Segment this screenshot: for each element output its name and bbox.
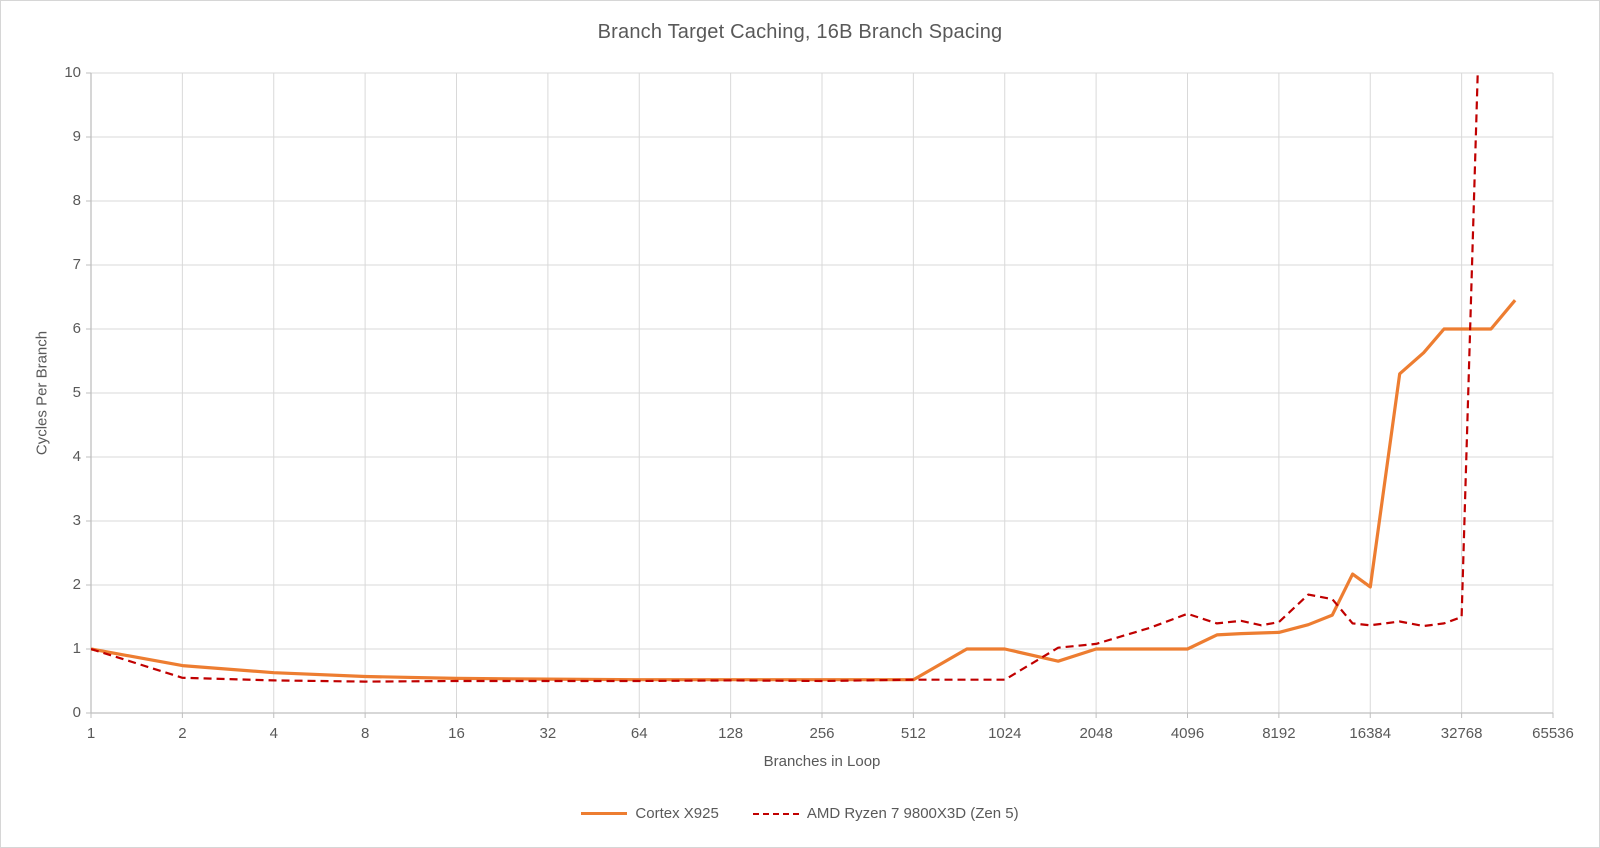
y-tick-label: 10 — [64, 64, 81, 81]
x-tick-label: 1 — [86, 725, 96, 742]
y-axis-title: Cycles Per Branch — [33, 330, 51, 456]
x-tick-label: 16384 — [1349, 725, 1392, 742]
y-tick-label: 9 — [72, 128, 81, 145]
chart-title: Branch Target Caching, 16B Branch Spacin… — [597, 21, 1003, 43]
x-tick-label: 2 — [178, 725, 187, 742]
x-tick-label: 8 — [360, 725, 370, 742]
legend-dashed-line-swatch — [752, 812, 799, 815]
x-tick-label: 2048 — [1079, 725, 1113, 742]
legend-solid-line-swatch — [581, 812, 628, 815]
x-tick-label: 128 — [718, 725, 744, 742]
x-axis-title: Branches in Loop — [763, 753, 881, 770]
y-tick-label: 4 — [72, 448, 81, 465]
legend-item-cortex-x925: Cortex X925 — [581, 805, 719, 822]
x-tick-label: 4096 — [1170, 725, 1205, 742]
x-tick-label: 65536 — [1532, 725, 1574, 742]
legend-item-amd-ryzen-9800x3d: AMD Ryzen 7 9800X3D (Zen 5) — [752, 805, 1019, 822]
x-tick-label: 16 — [448, 725, 465, 742]
y-tick-label: 1 — [72, 640, 81, 657]
legend-label: AMD Ryzen 7 9800X3D (Zen 5) — [806, 805, 1019, 822]
x-tick-label: 8192 — [1262, 725, 1296, 742]
x-tick-label: 32768 — [1440, 725, 1483, 742]
y-tick-label: 7 — [72, 256, 81, 273]
y-tick-label: 5 — [72, 384, 81, 401]
legend: Cortex X925 AMD Ryzen 7 9800X3D (Zen 5) — [1, 805, 1599, 822]
y-tick-label: 8 — [72, 192, 81, 209]
x-tick-label: 512 — [900, 725, 926, 742]
series-line-amd-ryzen-7-9800x3d-zen-5 — [91, 73, 1479, 683]
y-tick-label: 2 — [72, 576, 81, 593]
y-tick-label: 6 — [72, 320, 81, 337]
legend-label: Cortex X925 — [635, 805, 719, 822]
y-tick-label: 0 — [72, 704, 81, 721]
x-tick-label: 64 — [630, 725, 648, 742]
x-tick-label: 4 — [269, 725, 278, 742]
x-tick-label: 32 — [539, 725, 557, 742]
series-line-cortex-x925 — [91, 299, 1517, 682]
y-tick-label: 3 — [72, 512, 81, 529]
x-tick-label: 256 — [809, 725, 835, 742]
x-tick-label: 1024 — [988, 725, 1022, 742]
